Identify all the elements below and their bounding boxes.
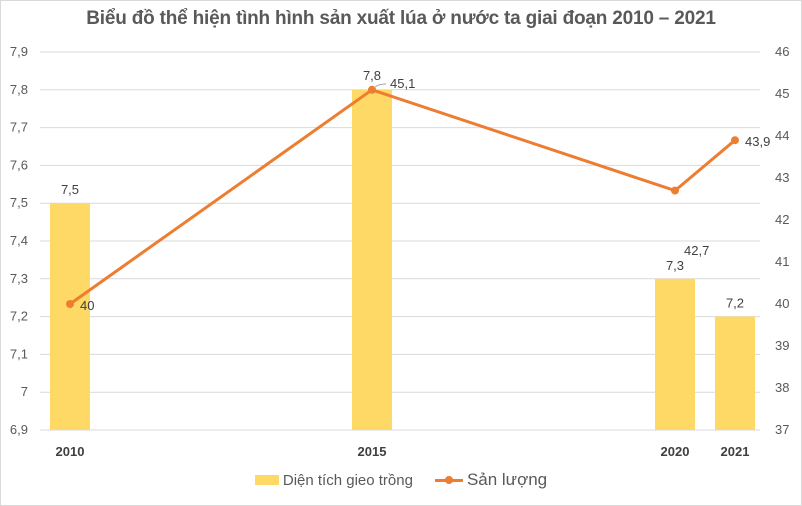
legend-item-line: Sản lượng bbox=[434, 470, 548, 490]
bar bbox=[50, 203, 90, 430]
legend: Diện tích gieo trồng Sản lượng bbox=[0, 470, 802, 490]
line-marker bbox=[731, 136, 739, 145]
line-marker-icon bbox=[434, 476, 463, 484]
y-left-tick: 7,3 bbox=[10, 271, 28, 286]
legend-line-label: Sản lượng bbox=[466, 470, 548, 489]
line-marker bbox=[671, 186, 679, 195]
y-right-tick: 37 bbox=[775, 422, 789, 437]
bar bbox=[715, 316, 755, 430]
chart-title: Biểu đồ thể hiện tình hình sản xuất lúa … bbox=[86, 8, 716, 29]
line-marker bbox=[66, 300, 74, 308]
y-left-tick: 7 bbox=[21, 384, 28, 399]
line-data-label: 40 bbox=[80, 298, 94, 313]
x-tick: 2020 bbox=[661, 444, 690, 459]
y-right-tick: 43 bbox=[775, 170, 789, 185]
bar-swatch-icon bbox=[254, 475, 279, 485]
y-left-tick: 7,6 bbox=[10, 157, 28, 172]
x-tick: 2010 bbox=[56, 444, 85, 459]
line-data-label: 45,1 bbox=[390, 76, 415, 91]
y-right-tick: 40 bbox=[775, 296, 789, 311]
bar-data-label: 7,2 bbox=[726, 296, 744, 311]
x-tick: 2015 bbox=[358, 444, 387, 459]
y-right-tick: 42 bbox=[775, 212, 789, 227]
line-data-label: 42,7 bbox=[684, 243, 709, 258]
y-right-tick: 46 bbox=[775, 44, 789, 59]
bar-data-label: 7,8 bbox=[363, 68, 381, 83]
y-left-tick: 7,7 bbox=[10, 120, 28, 135]
y-left-tick: 7,9 bbox=[10, 44, 28, 59]
y-right-tick: 45 bbox=[775, 86, 789, 101]
y-left-tick: 7,8 bbox=[10, 82, 28, 97]
bar-data-label: 7,3 bbox=[666, 258, 684, 273]
y-right-tick: 41 bbox=[775, 254, 789, 269]
y-left-tick: 7,4 bbox=[10, 233, 28, 248]
y-right-tick: 39 bbox=[775, 338, 789, 353]
leader-line bbox=[373, 83, 387, 89]
y-left-tick: 7,1 bbox=[10, 346, 28, 361]
bar bbox=[655, 278, 695, 430]
y-right-tick: 44 bbox=[775, 128, 789, 143]
legend-item-bar: Diện tích gieo trồng bbox=[254, 471, 413, 489]
x-tick: 2021 bbox=[721, 444, 750, 459]
y-right-tick: 38 bbox=[775, 380, 789, 395]
bar bbox=[352, 89, 392, 431]
legend-bar-label: Diện tích gieo trồng bbox=[282, 471, 413, 489]
y-left-tick: 6,9 bbox=[10, 422, 28, 437]
y-left-tick: 7,5 bbox=[10, 195, 28, 210]
line-series bbox=[69, 88, 736, 306]
y-left-tick: 7,2 bbox=[10, 309, 28, 324]
line-data-label: 43,9 bbox=[745, 134, 770, 149]
bar-data-label: 7,5 bbox=[61, 182, 79, 197]
